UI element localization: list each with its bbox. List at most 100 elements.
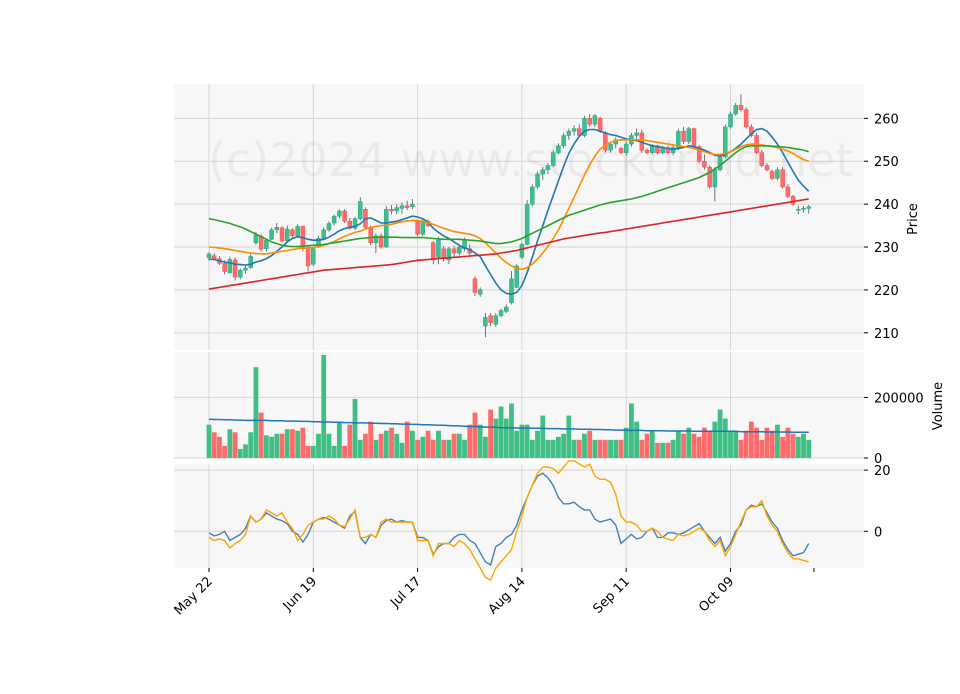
volume-bar xyxy=(493,418,499,458)
candle-up xyxy=(592,115,598,125)
volume-bar xyxy=(722,418,728,458)
candle-up xyxy=(253,234,259,243)
candle-down xyxy=(389,209,394,212)
price-axis-label: Price xyxy=(906,203,921,235)
volume-bar xyxy=(300,427,306,458)
volume-bar xyxy=(592,439,598,458)
candle-down xyxy=(702,160,707,168)
volume-bar xyxy=(305,445,311,458)
candle-up xyxy=(264,239,269,249)
candle-down xyxy=(279,227,285,242)
candle-up xyxy=(582,118,587,136)
candle-up xyxy=(295,226,300,237)
volume-bar xyxy=(326,433,332,458)
oscillator-line-1 xyxy=(208,472,810,566)
candle-up xyxy=(269,229,274,240)
volume-bar xyxy=(524,424,530,458)
moving-average-ma200 xyxy=(208,198,809,290)
candle-up xyxy=(540,169,546,175)
volume-bar xyxy=(608,439,613,458)
volume-bar xyxy=(764,427,770,458)
volume-bar xyxy=(498,406,504,458)
candle-down xyxy=(759,152,765,166)
x-tick-label: Jul 17 xyxy=(387,574,424,611)
candle-up xyxy=(504,306,509,312)
candle-up xyxy=(331,215,337,224)
candle-up xyxy=(530,186,535,205)
candle-up xyxy=(357,201,363,219)
volume-bar xyxy=(707,430,713,458)
candle-down xyxy=(644,149,650,153)
volume-bar xyxy=(529,439,535,458)
candle-down xyxy=(769,171,775,179)
volume-bar xyxy=(425,430,431,458)
candle-up xyxy=(670,147,676,153)
volume-bar xyxy=(310,445,316,458)
moving-average-ma50 xyxy=(208,145,809,248)
volume-bar xyxy=(566,415,572,458)
volume-bar xyxy=(456,433,462,458)
candle-down xyxy=(232,259,238,278)
volume-bar xyxy=(644,433,650,458)
candle-down xyxy=(305,247,311,267)
volume-bar xyxy=(618,439,624,458)
volume-bar xyxy=(613,439,619,458)
volume-bar xyxy=(535,430,540,458)
volume-bar xyxy=(331,445,337,458)
volume-bar xyxy=(232,432,238,458)
candle-up xyxy=(227,259,233,274)
candle-up xyxy=(373,235,379,243)
volume-bar xyxy=(211,432,217,458)
candle-up xyxy=(561,135,566,147)
osc-panel-background xyxy=(174,464,864,568)
candle-down xyxy=(472,278,478,293)
volume-bar xyxy=(415,439,420,458)
candle-up xyxy=(446,248,452,261)
volume-bar xyxy=(686,427,692,458)
candle-down xyxy=(764,165,770,171)
volume-bar xyxy=(769,430,775,458)
volume-bar xyxy=(451,433,457,458)
volume-bar xyxy=(597,439,603,458)
volume-bar xyxy=(436,430,441,458)
volume-bar xyxy=(363,433,368,458)
candle-up xyxy=(274,227,280,231)
candle-up xyxy=(660,148,665,153)
volume-bar xyxy=(404,421,410,458)
volume-bar xyxy=(269,436,274,458)
volume-bar xyxy=(383,430,389,458)
candle-up xyxy=(712,169,718,188)
volume-bar xyxy=(675,430,681,458)
candle-up xyxy=(545,165,551,171)
volume-bar xyxy=(357,439,363,458)
volume-bar xyxy=(561,433,567,458)
volume-bar xyxy=(649,430,655,458)
candle-up xyxy=(509,278,514,304)
volume-bar xyxy=(467,424,473,458)
candle-up xyxy=(686,128,692,142)
price-y-tick-label: 260 xyxy=(874,112,899,127)
volume-bar xyxy=(206,424,212,458)
volume-bar xyxy=(587,430,593,458)
candle-down xyxy=(441,248,446,259)
candle-up xyxy=(796,209,801,211)
candle-up xyxy=(206,253,212,259)
volume-bar xyxy=(655,442,660,458)
x-tick-label: Jun 19 xyxy=(280,574,320,614)
candle-up xyxy=(571,128,577,132)
oscillator-y-tick-label: 0 xyxy=(874,525,882,540)
volume-bar xyxy=(514,430,520,458)
volume-bar xyxy=(582,433,587,458)
candle-up xyxy=(566,130,572,136)
volume-bar xyxy=(503,418,509,458)
volume-bar xyxy=(576,439,582,458)
volume-bar xyxy=(639,439,645,458)
candle-down xyxy=(696,146,702,162)
candle-up xyxy=(337,210,342,217)
volume-bar xyxy=(295,430,301,458)
volume-bar xyxy=(394,433,400,458)
candle-down xyxy=(404,205,410,208)
volume-moving-average xyxy=(208,418,809,434)
candle-down xyxy=(222,263,227,272)
